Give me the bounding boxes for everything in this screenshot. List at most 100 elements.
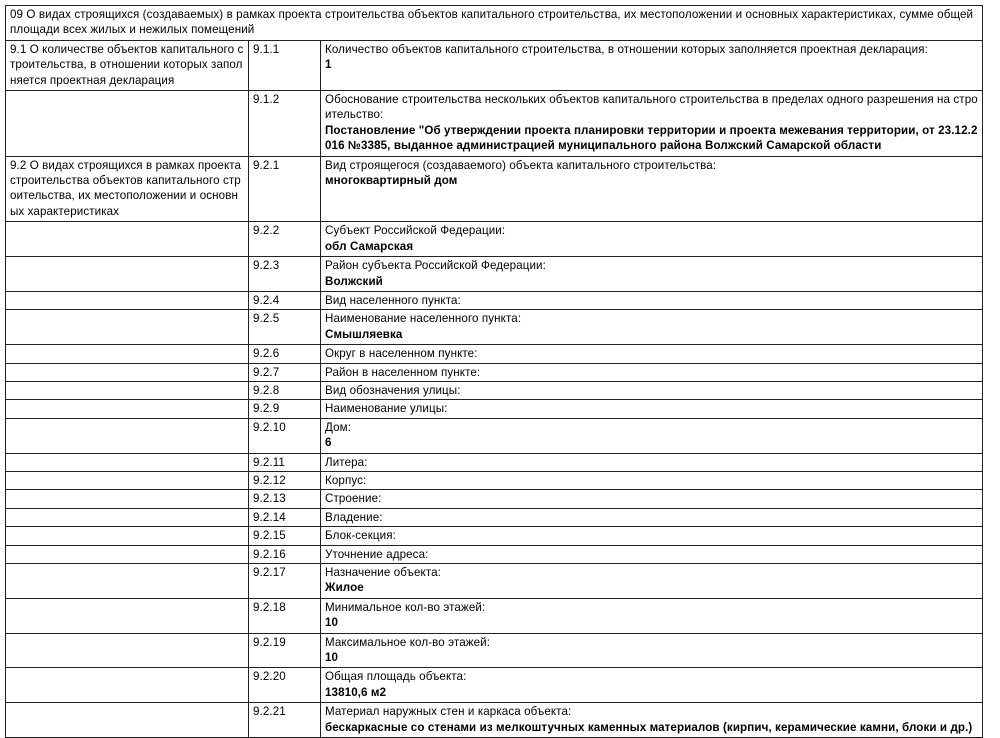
row-value-cell: Максимальное кол-во этажей: 10: [320, 632, 983, 669]
row-label: Максимальное кол-во этажей:: [325, 635, 491, 649]
row-label: Строение:: [325, 492, 382, 506]
section-empty-cell: [5, 221, 249, 258]
section-empty-cell: [5, 597, 249, 634]
table-row: 9.2.6 Округ в населенном пункте:: [5, 344, 983, 364]
row-value-cell: Наименование улицы:: [320, 399, 983, 419]
row-label: Округ в населенном пункте:: [325, 347, 478, 361]
row-value-cell: Материал наружных стен и каркаса объекта…: [320, 702, 983, 738]
row-value: многоквартирный дом: [325, 174, 458, 188]
row-value-cell: Общая площадь объекта: 13810,6 м2: [320, 667, 983, 704]
row-label: Дом:: [325, 420, 352, 434]
table-row: 9.2.12 Корпус:: [5, 470, 983, 491]
row-value-cell: Минимальное кол-во этажей: 10: [320, 597, 983, 634]
row-code-cell: 9.2.21: [248, 702, 321, 738]
row-code-cell: 9.2.2: [248, 221, 321, 258]
section-header-cell: 09 О видах строящихся (создаваемых) в ра…: [5, 5, 983, 41]
row-value-cell: Литера:: [320, 452, 983, 472]
row-value-cell: Назначение объекта: Жилое: [320, 563, 983, 599]
table-row: 9.2.3 Район субъекта Российской Федерации…: [5, 256, 983, 292]
table-row: 9.2.16 Уточнение адреса:: [5, 544, 983, 565]
row-label: Вид строящегося (создаваемого) объекта к…: [325, 158, 717, 172]
section-empty-cell: [5, 632, 249, 669]
section-empty-cell: [5, 290, 249, 311]
section-empty-cell: [5, 399, 249, 419]
table-row: 9.2.2 Субъект Российской Федерации: обл Са…: [5, 221, 983, 258]
section-empty-cell: [5, 256, 249, 292]
document-page: 09 О видах строящихся (создаваемых) в ра…: [5, 5, 983, 738]
row-value-cell: Вид обозначения улицы:: [320, 380, 983, 401]
row-value-cell: Обоснование строительства нескольких объ…: [320, 90, 983, 157]
row-label: Назначение объекта:: [325, 566, 441, 579]
table-row: 9.2.13 Строение:: [5, 489, 983, 509]
row-value-cell: Округ в населенном пункте:: [320, 344, 983, 364]
table-row: 9.2.14 Владение:: [5, 507, 983, 528]
section-empty-cell: [5, 702, 249, 738]
row-code-cell: 9.2.9: [248, 399, 321, 419]
row-value-cell: Дом: 6: [320, 417, 983, 454]
row-value: 1: [325, 58, 332, 72]
table-row: 9.2.20 Общая площадь объекта: 13810,6 м2: [5, 667, 983, 704]
row-code-cell: 9.2.8: [248, 380, 321, 401]
row-value: 13810,6 м2: [325, 685, 387, 699]
row-label: Количество объектов капитального строите…: [325, 42, 928, 56]
row-value: Волжский: [325, 274, 383, 288]
row-code-cell: 9.2.16: [248, 544, 321, 565]
table-row: 9.2.9 Наименование улицы:: [5, 399, 983, 419]
section-empty-cell: [5, 344, 249, 364]
row-value-cell: Вид строящегося (создаваемого) объекта к…: [320, 155, 983, 223]
row-value: 10: [325, 616, 339, 630]
table-row: 9.2.10 Дом: 6: [5, 417, 983, 454]
row-label: Район субъекта Российской Федерации:: [325, 259, 546, 273]
row-label: Уточнение адреса:: [325, 547, 429, 561]
section-empty-cell: [5, 526, 249, 546]
row-value-cell: Блок-секция:: [320, 526, 983, 546]
row-code-cell: 9.2.15: [248, 526, 321, 546]
section-empty-cell: [5, 362, 249, 382]
row-label: Общая площадь объекта:: [325, 670, 467, 684]
row-value: Смышляевка: [325, 327, 403, 341]
table-row: 9.2.15 Блок-секция:: [5, 526, 983, 546]
section-empty-cell: [5, 563, 249, 599]
section-empty-cell: [5, 489, 249, 509]
row-label: Владение:: [325, 510, 383, 524]
section-empty-cell: [5, 90, 249, 157]
section-empty-cell: [5, 544, 249, 565]
row-code-cell: 9.2.4: [248, 290, 321, 311]
table-body: 09 О видах строящихся (создаваемых) в ра…: [5, 5, 983, 738]
row-value-cell: Субъект Российской Федерации: обл Самарск…: [320, 221, 983, 258]
row-code-cell: 9.2.1: [248, 155, 321, 223]
table-row: 9.2.4 Вид населенного пункта:: [5, 290, 983, 311]
row-label: Вид населенного пункта:: [325, 293, 461, 307]
row-label: Район в населенном пункте:: [325, 365, 481, 379]
table-row: 9.2.11 Литера:: [5, 452, 983, 472]
section-title-cell: 9.2 О видах строящихся в рамках проекта …: [5, 155, 249, 223]
row-value: бескаркасные со стенами из мелкоштучных …: [325, 720, 973, 734]
row-value: 10: [325, 651, 339, 665]
section-empty-cell: [5, 309, 249, 346]
row-label: Субъект Российской Федерации:: [325, 224, 506, 238]
table-row: 9.2.19 Максимальное кол-во этажей: 10: [5, 632, 983, 669]
row-label: Наименование улицы:: [325, 402, 448, 416]
table-row: 9.2.21 Материал наружных стен и каркаса о…: [5, 702, 983, 738]
table-row: 9.2.5 Наименование населенного пункта: Смы…: [5, 309, 983, 346]
row-value-cell: Уточнение адреса:: [320, 544, 983, 565]
table-row: 9.2.8 Вид обозначения улицы:: [5, 380, 983, 401]
section-empty-cell: [5, 667, 249, 704]
row-code-cell: 9.2.5: [248, 309, 321, 346]
section-title-cell: 9.1 О количестве объектов капитального с…: [5, 39, 249, 92]
row-label: Минимальное кол-во этажей:: [325, 600, 486, 614]
section-empty-cell: [5, 507, 249, 528]
row-label: Вид обозначения улицы:: [325, 383, 461, 397]
row-value: 6: [325, 436, 332, 450]
row-label: Блок-секция:: [325, 529, 396, 543]
row-code-cell: 9.2.10: [248, 417, 321, 454]
row-value: Постановление "Об утверждении проекта пл…: [325, 123, 978, 153]
row-value-cell: Корпус:: [320, 470, 983, 491]
table-row: 9.2 О видах строящихся в рамках проекта …: [5, 155, 983, 223]
section-empty-cell: [5, 380, 249, 401]
table-row: 9.1.2 Обоснование строительства нескольки…: [5, 90, 983, 157]
row-label: Литера:: [325, 455, 368, 469]
section-empty-cell: [5, 417, 249, 454]
row-code-cell: 9.2.14: [248, 507, 321, 528]
table-row: 9.2.7 Район в населенном пункте:: [5, 362, 983, 382]
